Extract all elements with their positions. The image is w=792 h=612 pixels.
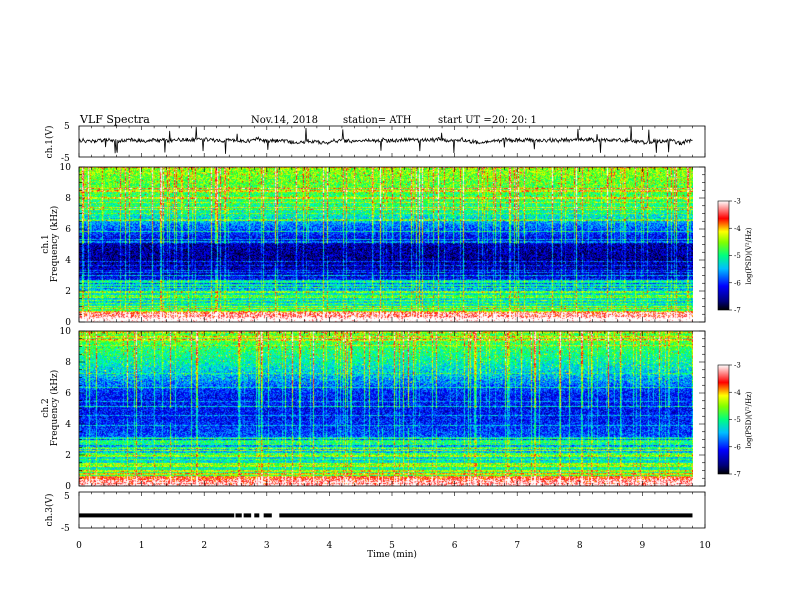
ch2-ylabel-channel: ch.2 — [41, 398, 51, 417]
ch3-trace-segment — [279, 513, 693, 518]
freq-tick-label: 10 — [60, 327, 72, 337]
ch3-trace-segment — [263, 513, 272, 518]
ch1-frequency-ticks: 0 2 4 6 8 10 — [60, 163, 705, 328]
ch1-spectrogram-image — [79, 167, 693, 322]
start-ut-value: 20: 20: 1 — [492, 115, 537, 126]
ch1-waveform-ylabel: ch.1(V) — [44, 126, 55, 159]
ch3-trace-segment — [79, 513, 235, 518]
station-label: station= ATH — [343, 115, 412, 126]
figure-header: VLF Spectra Nov.14, 2018 station= ATH st… — [79, 113, 537, 126]
ch1-colorbar-scale — [717, 200, 730, 311]
ch2-colorbar: -3 -4 -5 -6 -7 log(PSD)(V²/Hz) — [717, 362, 753, 479]
ch1-ytick-bottom: -5 — [61, 154, 70, 164]
colorbar-tick-label: -4 — [734, 225, 741, 233]
ch1-ylabel-channel: ch.1 — [41, 234, 51, 253]
time-tick-label: 9 — [640, 541, 646, 551]
freq-tick-label: 4 — [65, 256, 71, 266]
colorbar-tick-label: -4 — [734, 389, 741, 397]
ch1-colorbar: -3 -4 -5 -6 -7 log(PSD)(V²/Hz) — [717, 198, 753, 315]
ch1-waveform-panel: 5 -5 ch.1(V) — [44, 122, 706, 164]
time-tick-label: 8 — [577, 541, 583, 551]
ch2-spectrogram-image — [79, 331, 693, 486]
colorbar-tick-label: -7 — [734, 307, 741, 315]
time-tick-label: 2 — [201, 541, 207, 551]
time-tick-label: 1 — [139, 541, 145, 551]
figure-title: VLF Spectra — [79, 113, 150, 126]
freq-tick-label: 2 — [65, 287, 71, 297]
ch2-colorbar-scale — [717, 364, 730, 475]
ch3-waveform-panel: 5 -5 ch.3(V) — [44, 491, 706, 534]
ch3-waveform-ylabel: ch.3(V) — [44, 494, 55, 527]
ch1-spectrogram-panel: 0 2 4 6 8 10 ch.1 Frequency (kHz) — [41, 163, 706, 328]
time-tick-label: 3 — [264, 541, 270, 551]
ch3-waveform-trace — [79, 513, 693, 518]
date-label: Nov.14, 2018 — [251, 115, 318, 126]
freq-tick-label: 6 — [65, 389, 71, 399]
time-tick-label: 6 — [452, 541, 458, 551]
freq-tick-label: 0 — [65, 318, 71, 328]
time-tick-label: 7 — [514, 541, 520, 551]
start-ut-label: start UT = — [438, 115, 492, 126]
ch2-ylabel-frequency: Frequency (kHz) — [49, 370, 60, 447]
freq-tick-label: 8 — [65, 358, 71, 368]
colorbar-tick-label: -3 — [734, 362, 741, 370]
time-tick-label: 5 — [389, 541, 395, 551]
ch3-ytick-top: 5 — [64, 492, 70, 502]
time-tick-label: 10 — [699, 541, 711, 551]
freq-tick-label: 0 — [65, 482, 71, 492]
ch3-ytick-bottom: -5 — [61, 524, 70, 534]
time-tick-label: 4 — [327, 541, 333, 551]
colorbar-tick-label: -3 — [734, 198, 741, 206]
ch1-ylabel-frequency: Frequency (kHz) — [49, 206, 60, 283]
ch1-ytick-top: 5 — [64, 122, 70, 132]
ch2-frequency-ticks: 0 2 4 6 8 10 — [60, 327, 705, 492]
colorbar-tick-label: -6 — [734, 443, 741, 451]
ch1-waveform-trace — [78, 126, 693, 154]
ch1-colorbar-label: log(PSD)(V²/Hz) — [745, 227, 753, 284]
ch2-colorbar-label: log(PSD)(V²/Hz) — [745, 391, 753, 448]
colorbar-tick-label: -5 — [734, 252, 741, 260]
time-axis-label: Time (min) — [367, 549, 417, 560]
freq-tick-label: 10 — [60, 163, 72, 173]
ch3-trace-segment — [254, 513, 260, 518]
ch3-trace-segment — [235, 513, 242, 518]
freq-tick-label: 6 — [65, 225, 71, 235]
colorbar-tick-label: -5 — [734, 416, 741, 424]
colorbar-tick-label: -7 — [734, 471, 741, 479]
time-axis: 0 1 2 3 4 5 6 7 8 9 10 — [76, 541, 711, 551]
freq-tick-label: 8 — [65, 194, 71, 204]
ch3-waveform-frame — [78, 491, 706, 529]
time-tick-label: 0 — [76, 541, 82, 551]
ch2-spectrogram-panel: 0 2 4 6 8 10 ch.2 Frequency (kHz) — [41, 327, 706, 492]
freq-tick-label: 2 — [65, 451, 71, 461]
colorbar-tick-label: -6 — [734, 279, 741, 287]
ch3-trace-segment — [243, 513, 252, 518]
freq-tick-label: 4 — [65, 420, 71, 430]
